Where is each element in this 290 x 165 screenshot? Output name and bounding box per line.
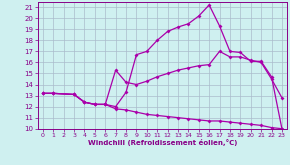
X-axis label: Windchill (Refroidissement éolien,°C): Windchill (Refroidissement éolien,°C) [88,139,237,146]
